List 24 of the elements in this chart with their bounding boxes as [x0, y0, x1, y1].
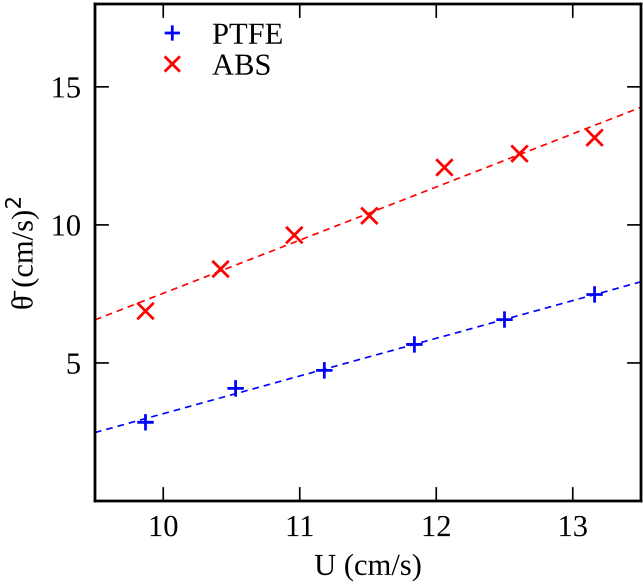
point [510, 144, 530, 164]
y-tick-label: 10 [53, 215, 80, 236]
x-tick-label: 10 [150, 516, 178, 536]
point [360, 206, 379, 226]
point [226, 378, 246, 398]
x-tick-label: 12 [424, 516, 450, 536]
legend-label: PTFE [212, 24, 282, 44]
point [584, 284, 604, 304]
legend-label: ABS [212, 54, 270, 75]
point [136, 412, 156, 432]
point [494, 310, 514, 330]
y-axis-title: θ̄ (cm/s)$^{2}$ [4, 198, 39, 309]
y-tick-label: 5 [68, 354, 80, 374]
y-tick-label: 15 [53, 77, 80, 98]
x-tick-label: 13 [560, 516, 587, 536]
x-tick-label: 11 [288, 516, 313, 536]
point [284, 226, 304, 245]
point [584, 128, 604, 148]
point [434, 158, 454, 178]
point [314, 360, 334, 380]
point [210, 259, 230, 279]
x-axis-title: U (cm/s) [314, 554, 421, 582]
point [404, 334, 424, 354]
point [136, 301, 156, 321]
